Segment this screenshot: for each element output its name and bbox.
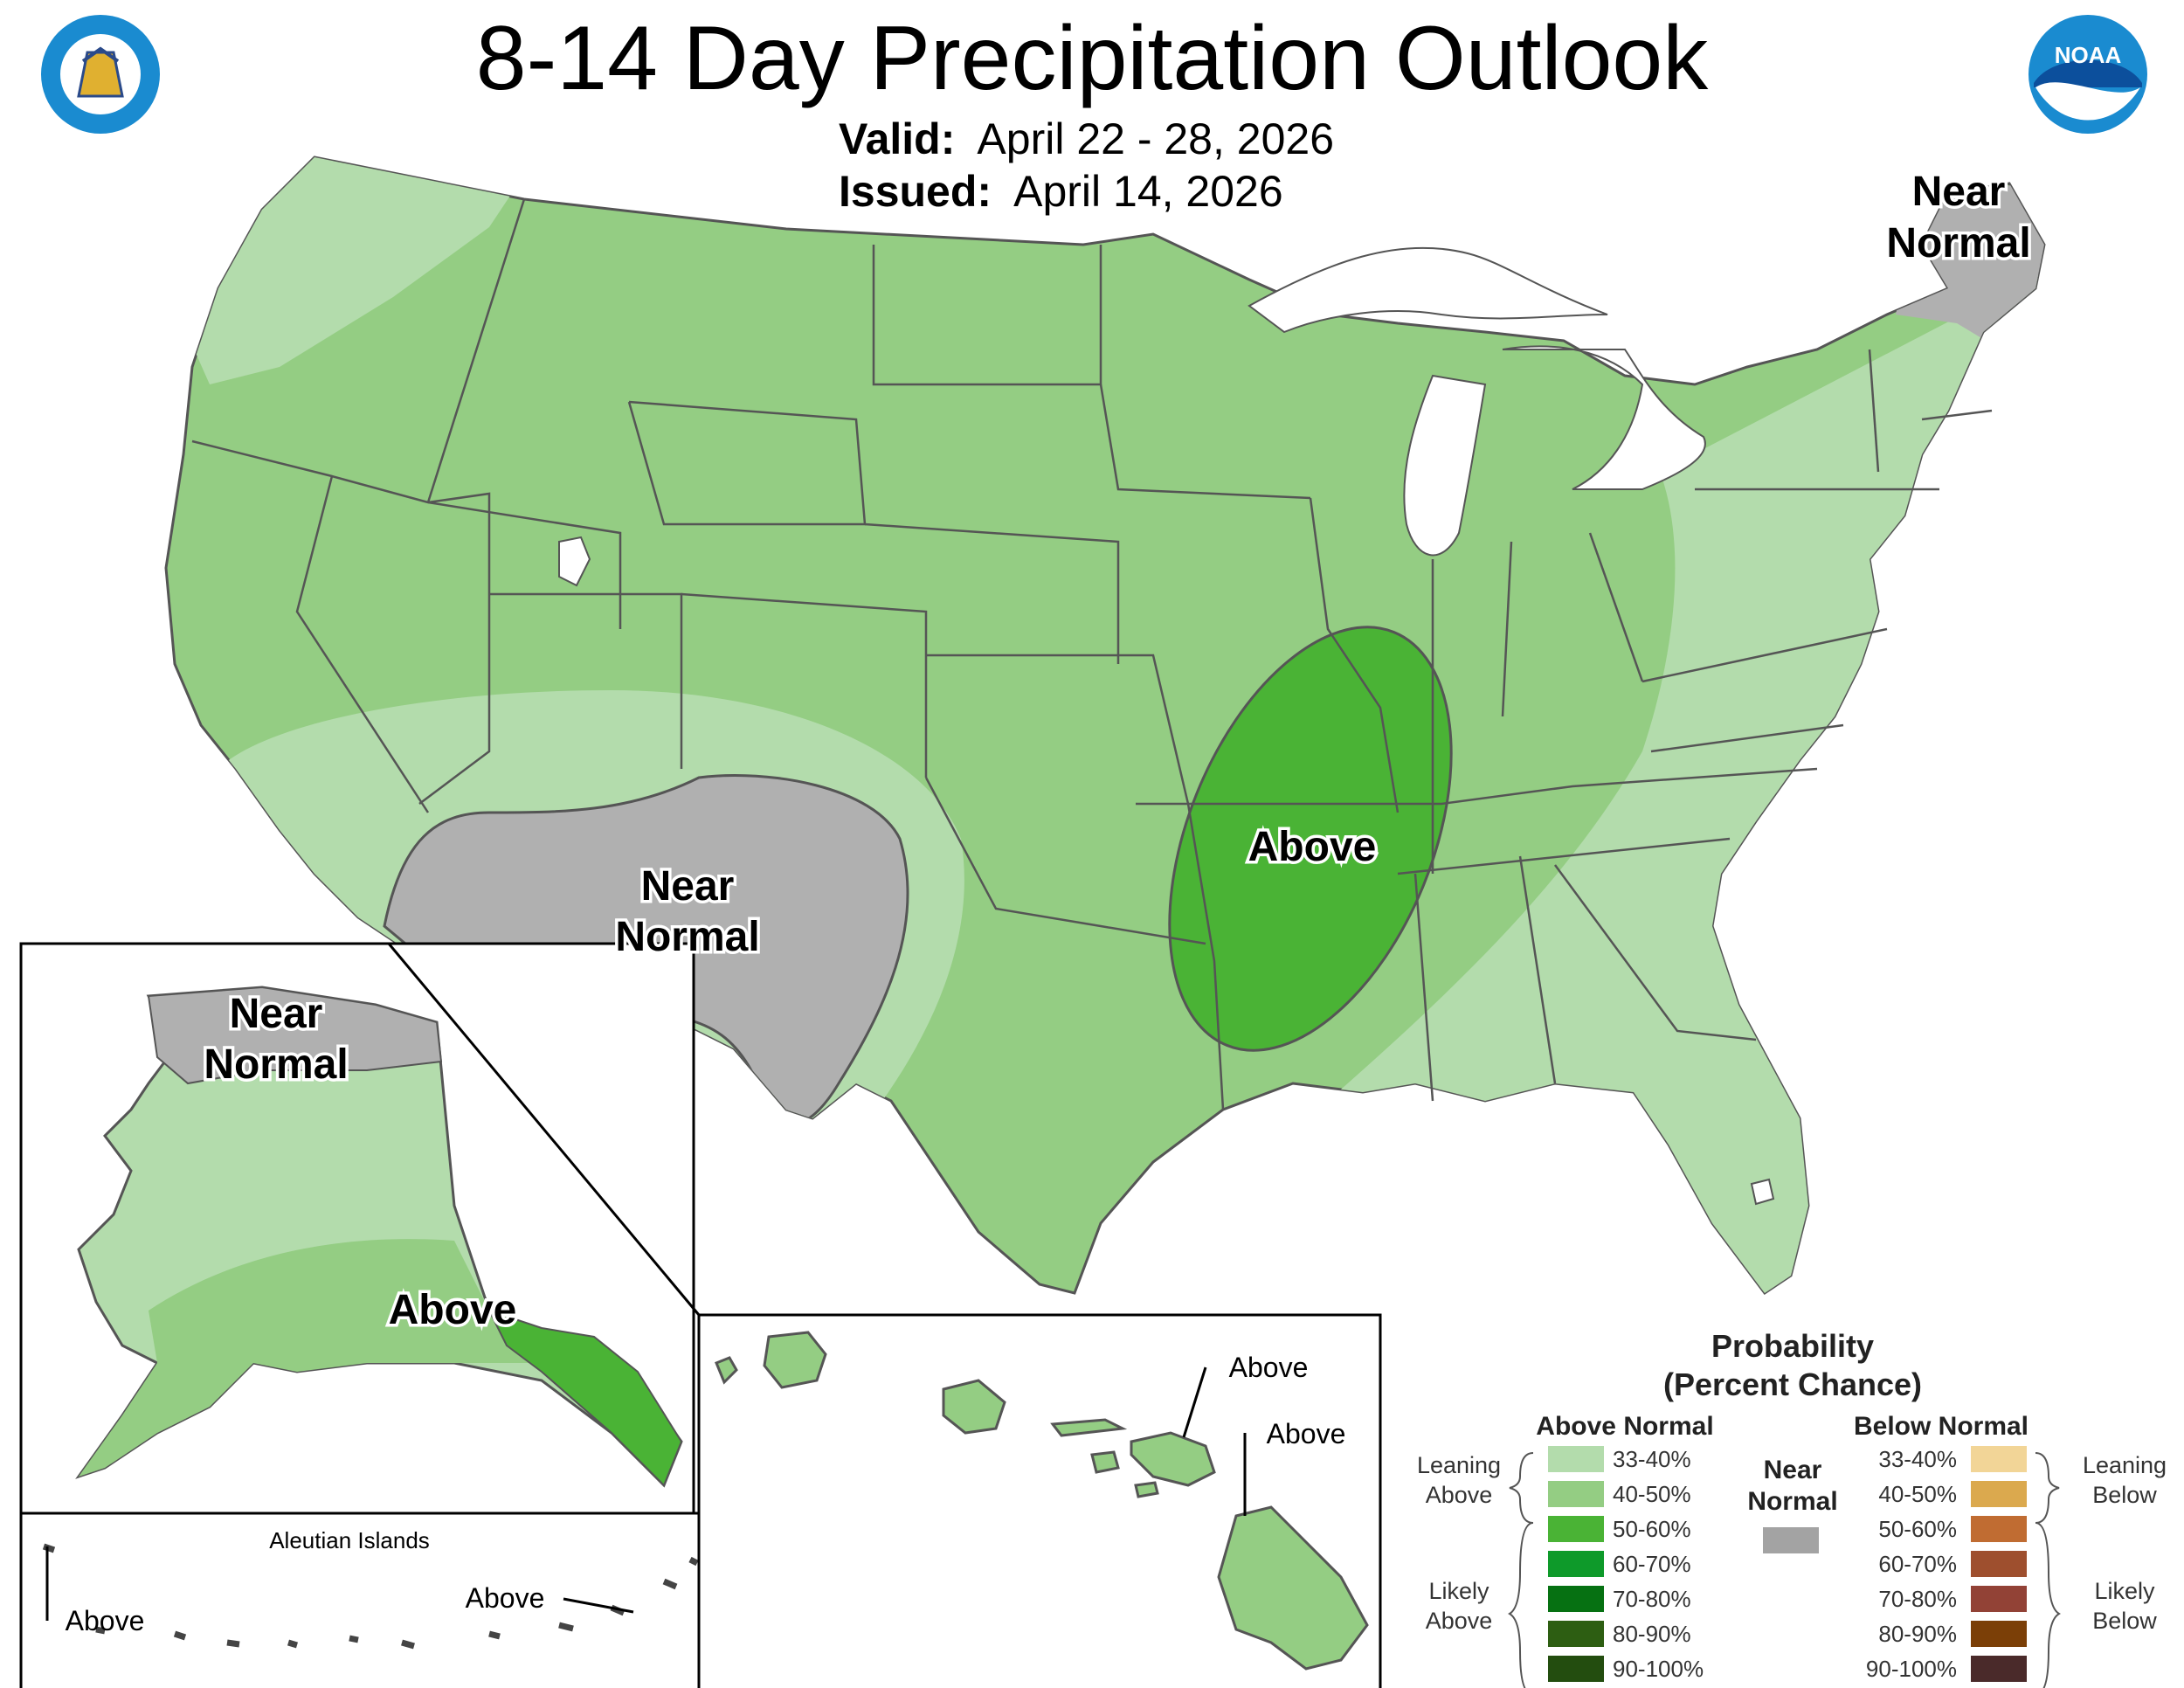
state-borders	[191, 198, 1993, 1110]
legend-above-swatch-7	[1548, 1656, 1604, 1682]
legend-leaning-above-1: Leaning	[1417, 1452, 1501, 1478]
commerce-seal-logo	[41, 15, 160, 134]
niihau-island	[715, 1356, 738, 1385]
maui-island	[1130, 1431, 1216, 1487]
legend-below-label-1: 33-40%	[1878, 1446, 1957, 1472]
legend-below-label-3: 50-60%	[1878, 1516, 1957, 1542]
mid-south-above-zone	[1168, 626, 1453, 1052]
alaska-inset	[19, 942, 701, 1515]
aleutian-right-pointer	[563, 1597, 634, 1614]
legend-likely-above-2: Above	[1426, 1608, 1493, 1634]
legend-below-swatch-7	[1971, 1656, 2027, 1682]
legend-below-brackets	[2035, 1452, 2061, 1688]
legend-above-label-1: 33-40%	[1613, 1446, 1691, 1472]
alaska-panhandle-above-zone	[487, 1309, 683, 1487]
legend-near-header-2: Normal	[1747, 1487, 1837, 1516]
legend-title-2: (Percent Chance)	[1663, 1366, 1922, 1402]
legend-leaning-above-2: Above	[1426, 1482, 1493, 1508]
legend-title-1: Probability	[1711, 1328, 1874, 1364]
legend-below-swatch-3	[1971, 1516, 2027, 1542]
alaska-near-normal-label-1: Near	[230, 991, 323, 1037]
legend-above-label-5: 70-80%	[1613, 1586, 1691, 1612]
molokai-island	[1050, 1418, 1128, 1437]
issued-date: Issued: April 14, 2026	[839, 166, 1283, 217]
valid-label: Valid:	[839, 114, 956, 163]
legend-above-swatches: 33-40% 40-50% 50-60% 60-70% 70-80% 80-90% 90-1…	[1548, 1446, 1704, 1682]
legend-below-header: Below Normal	[1854, 1412, 2028, 1441]
legend-above-label-2: 40-50%	[1613, 1481, 1691, 1507]
legend-near-swatch	[1763, 1527, 1819, 1553]
lanai-island	[1090, 1450, 1120, 1474]
legend-above-swatch-1	[1548, 1446, 1604, 1472]
issued-value: April 14, 2026	[1013, 167, 1283, 216]
page-title: 8-14 Day Precipitation Outlook	[475, 8, 1709, 109]
legend-likely-below-2: Below	[2092, 1608, 2157, 1634]
maui-pointer	[1182, 1366, 1207, 1438]
legend-below-label-5: 70-80%	[1878, 1586, 1957, 1612]
big-island	[1217, 1505, 1369, 1671]
lake-huron-erie	[1502, 345, 1706, 490]
legend-above-swatch-4	[1548, 1551, 1604, 1577]
lake-okeechobee	[1750, 1178, 1775, 1206]
valid-value: April 22 - 28, 2026	[977, 114, 1334, 163]
legend-likely-above-1: Likely	[1428, 1578, 1489, 1604]
lake-michigan	[1403, 374, 1487, 557]
legend-above-label-3: 50-60%	[1613, 1516, 1691, 1542]
legend-above-header: Above Normal	[1536, 1412, 1713, 1441]
aleutian-title: Aleutian Islands	[269, 1527, 430, 1553]
legend-below-label-4: 60-70%	[1878, 1551, 1957, 1577]
legend-leaning-below-2: Below	[2092, 1482, 2157, 1508]
ne-near-normal-label-2: Normal	[1886, 220, 2030, 266]
legend-above-swatch-2	[1548, 1481, 1604, 1507]
legend-above-label-4: 60-70%	[1613, 1551, 1691, 1577]
legend-leaning-below-1: Leaning	[2083, 1452, 2167, 1478]
legend-likely-below-1: Likely	[2094, 1578, 2155, 1604]
hawaii-above-label-2: Above	[1267, 1418, 1346, 1449]
legend-below-swatches: 33-40% 40-50% 50-60% 60-70% 70-80% 80-90% 90-1…	[1866, 1446, 2027, 1682]
oahu-island	[942, 1379, 1006, 1435]
legend-below-swatch-1	[1971, 1446, 2027, 1472]
conus-near-normal-label-1: Near	[641, 863, 735, 910]
issued-label: Issued:	[839, 167, 992, 216]
lake-superior	[1248, 246, 1608, 334]
legend-below-swatch-2	[1971, 1481, 2027, 1507]
legend-above-label-6: 80-90%	[1613, 1621, 1691, 1647]
ne-near-normal-label-1: Near	[1912, 169, 2006, 215]
legend-below-label-7: 90-100%	[1866, 1656, 1957, 1682]
kauai-island	[763, 1331, 827, 1389]
kahoolawe-island	[1134, 1481, 1159, 1498]
legend-above-swatch-5	[1548, 1586, 1604, 1612]
noaa-logo: NOAA	[2028, 15, 2147, 134]
legend-above-swatch-3	[1548, 1516, 1604, 1542]
great-salt-lake	[558, 536, 591, 587]
legend-above-swatch-6	[1548, 1621, 1604, 1647]
legend-below-label-6: 80-90%	[1878, 1621, 1957, 1647]
conus-above-label: Above	[1248, 824, 1377, 870]
aleutian-above-left-label: Above	[66, 1605, 145, 1636]
legend-below-swatch-4	[1971, 1551, 2027, 1577]
noaa-logo-text: NOAA	[2055, 42, 2122, 68]
alaska-above-label: Above	[389, 1287, 517, 1333]
legend-below-label-2: 40-50%	[1878, 1481, 1957, 1507]
alaska-40-50-zone	[79, 1239, 612, 1477]
legend: Probability (Percent Chance) Above Norma…	[1417, 1328, 2167, 1688]
alaska-near-normal-zone	[147, 986, 443, 1085]
legend-below-swatch-6	[1971, 1621, 2027, 1647]
valid-dates: Valid: April 22 - 28, 2026	[839, 114, 1334, 164]
legend-above-brackets	[1508, 1452, 1534, 1688]
legend-near-header-1: Near	[1764, 1456, 1822, 1484]
legend-above-label-7: 90-100%	[1613, 1656, 1704, 1682]
conus-near-normal-label-2: Normal	[615, 914, 759, 960]
aleutian-above-right-label: Above	[466, 1582, 545, 1614]
hawaii-inset	[697, 1313, 1382, 1688]
legend-below-swatch-5	[1971, 1586, 2027, 1612]
hawaii-above-label-1: Above	[1229, 1352, 1309, 1383]
alaska-near-normal-label-2: Normal	[204, 1041, 348, 1088]
